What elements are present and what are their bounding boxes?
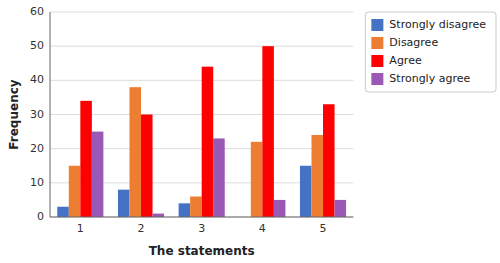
y-tick-label: 50 — [30, 39, 44, 52]
bar — [323, 104, 335, 217]
legend: Strongly disagree Disagree Agree Strongly a… — [365, 12, 496, 92]
bar — [129, 87, 141, 217]
page: {"chart_data": {"type": "bar", "xlabel":… — [0, 0, 500, 263]
x-tick-label: 3 — [198, 222, 205, 235]
legend-swatch — [371, 37, 383, 49]
bar — [92, 132, 104, 217]
legend-label: Strongly agree — [389, 72, 470, 85]
x-axis-label: The statements — [149, 244, 255, 258]
bar — [141, 115, 153, 218]
bar — [179, 203, 191, 217]
y-tick-label: 20 — [30, 142, 44, 155]
legend-box — [365, 12, 496, 92]
chart-svg: 0 10 20 30 40 50 60 1 2 3 4 5 The statements Frequenc… — [0, 0, 500, 263]
legend-swatch — [371, 55, 383, 67]
legend-swatch — [371, 73, 383, 85]
y-axis-label: Frequency — [7, 79, 21, 149]
bar — [335, 200, 347, 217]
bar — [190, 197, 202, 218]
grid-line — [50, 46, 353, 47]
chart-container: 0 10 20 30 40 50 60 1 2 3 4 5 The statements Frequenc… — [0, 0, 500, 263]
bar — [251, 142, 263, 217]
bar — [118, 190, 130, 217]
x-tick-label: 4 — [259, 222, 266, 235]
x-tick-label: 2 — [138, 222, 145, 235]
bar — [274, 200, 286, 217]
y-tick-label: 60 — [30, 5, 44, 18]
grid-line — [50, 12, 353, 13]
y-tick-label: 0 — [37, 210, 44, 223]
grid-line — [50, 217, 353, 218]
x-axis-line — [50, 217, 353, 218]
bar — [213, 138, 225, 217]
y-tick-label: 10 — [30, 176, 44, 189]
x-tick-label: 1 — [77, 222, 84, 235]
bars — [57, 46, 346, 217]
bar — [311, 135, 323, 217]
x-tick-label: 5 — [320, 222, 327, 235]
bar — [262, 46, 274, 217]
legend-label: Agree — [389, 54, 422, 67]
legend-label: Strongly disagree — [389, 18, 486, 31]
legend-swatch — [371, 19, 383, 31]
y-tick-label: 30 — [30, 108, 44, 121]
y-tick-label: 40 — [30, 73, 44, 86]
bar — [57, 207, 69, 217]
bar — [80, 101, 92, 217]
bar — [153, 214, 165, 217]
bar — [300, 166, 312, 217]
bar — [69, 166, 81, 217]
grid — [50, 12, 353, 217]
bar — [202, 67, 214, 217]
legend-label: Disagree — [389, 36, 438, 49]
y-axis-line — [50, 12, 51, 217]
